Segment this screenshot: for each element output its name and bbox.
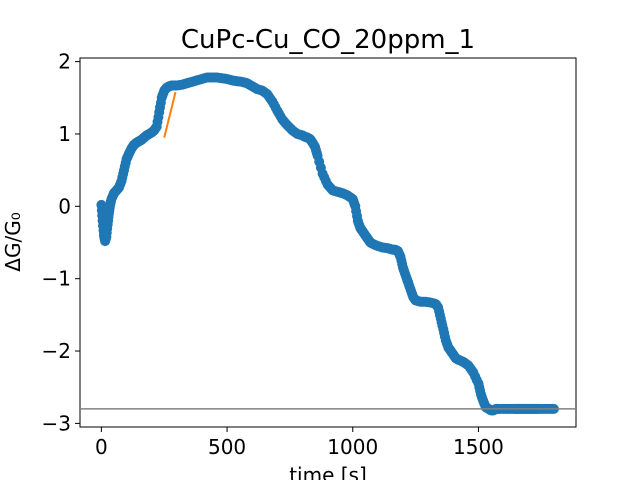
y-tick-label: −1 (42, 267, 71, 291)
fit-line (163, 91, 177, 138)
x-axis-label: time [s] (289, 463, 367, 480)
x-tick-label: 1500 (453, 435, 504, 459)
y-tick-label: 1 (58, 122, 71, 146)
y-tick-label: 2 (58, 50, 71, 74)
chart-title: CuPc-Cu_CO_20ppm_1 (181, 25, 475, 55)
y-tick-label: 0 (58, 194, 71, 218)
x-tick-label: 0 (95, 435, 108, 459)
x-tick-label: 500 (208, 435, 246, 459)
y-tick-label: −3 (42, 411, 71, 435)
y-axis-label: ΔG/G₀ (1, 212, 25, 271)
y-tick-label: −2 (42, 339, 71, 363)
plot-frame (79, 57, 577, 428)
scatter-series (96, 72, 559, 416)
x-tick-label: 1000 (327, 435, 378, 459)
y-axis: −3 −2 −1 0 1 2 (42, 50, 80, 435)
x-axis: 0 500 1000 1500 (95, 427, 504, 459)
